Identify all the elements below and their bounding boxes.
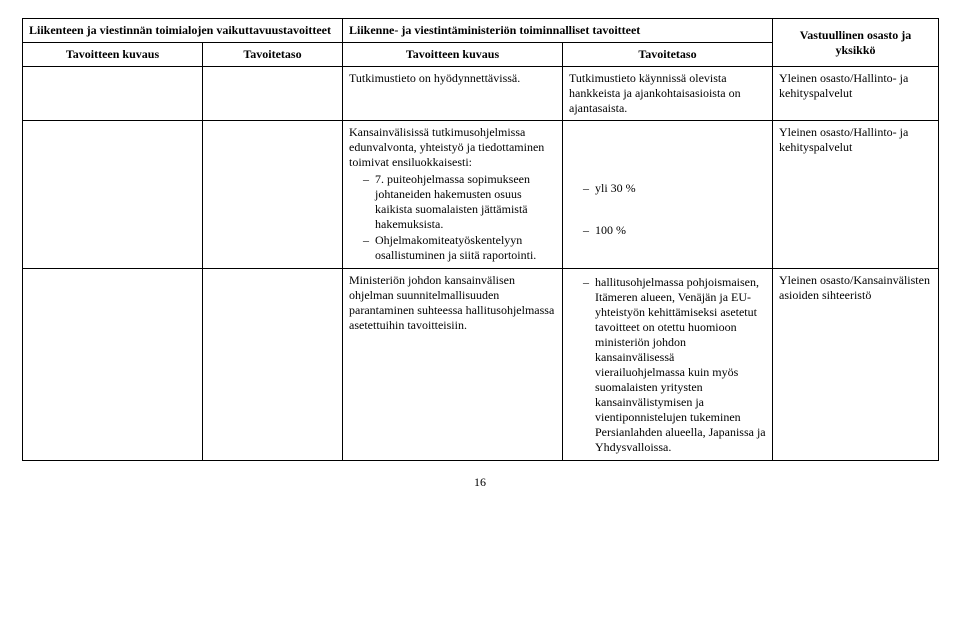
subheader-c4: Tavoitetaso [563, 43, 773, 67]
cell-desc: Kansainvälisissä tutkimusohjelmissa edun… [343, 121, 563, 269]
table-row: Tutkimustieto on hyödynnettävissä. Tutki… [23, 67, 939, 121]
cell-unit: Yleinen osasto/Kansainvälisten asioiden … [773, 269, 939, 461]
subheader-c3: Tavoitteen kuvaus [343, 43, 563, 67]
cell-empty [23, 269, 203, 461]
page-number: 16 [22, 475, 938, 490]
cell-target: hallitusohjelmassa pohjoismaisen, Itämer… [563, 269, 773, 461]
cell-empty [203, 269, 343, 461]
cell-empty [203, 67, 343, 121]
list-item: Ohjelmakomiteatyöskentelyyn osallistumin… [363, 233, 556, 263]
table-row: Ministeriön johdon kansainvälisen ohjelm… [23, 269, 939, 461]
header-mid: Liikenne- ja viestintäministeriön toimin… [343, 19, 773, 43]
cell-empty [203, 121, 343, 269]
cell-empty [23, 121, 203, 269]
bullet-list: hallitusohjelmassa pohjoismaisen, Itämer… [569, 275, 766, 455]
list-item: 100 % [583, 223, 766, 238]
bullet-list: 100 % [569, 223, 766, 238]
subheader-c2: Tavoitetaso [203, 43, 343, 67]
table-row: Kansainvälisissä tutkimusohjelmissa edun… [23, 121, 939, 269]
cell-unit: Yleinen osasto/Hallinto- ja kehityspalve… [773, 121, 939, 269]
header-left: Liikenteen ja viestinnän toimialojen vai… [23, 19, 343, 43]
cell-target: yli 30 % 100 % [563, 121, 773, 269]
cell-unit: Yleinen osasto/Hallinto- ja kehityspalve… [773, 67, 939, 121]
cell-empty [23, 67, 203, 121]
cell-target: Tutkimustieto käynnissä olevista hankkei… [563, 67, 773, 121]
cell-desc: Ministeriön johdon kansainvälisen ohjelm… [343, 269, 563, 461]
cell-intro-text: Kansainvälisissä tutkimusohjelmissa edun… [349, 125, 544, 169]
bullet-list: yli 30 % [569, 181, 766, 196]
list-item: 7. puiteohjelmassa sopimukseen johtaneid… [363, 172, 556, 232]
subheader-c1: Tavoitteen kuvaus [23, 43, 203, 67]
header-right: Vastuullinen osasto ja yksikkö [773, 19, 939, 67]
bullet-list: 7. puiteohjelmassa sopimukseen johtaneid… [349, 172, 556, 263]
header-row-1: Liikenteen ja viestinnän toimialojen vai… [23, 19, 939, 43]
goals-table: Liikenteen ja viestinnän toimialojen vai… [22, 18, 939, 461]
cell-desc: Tutkimustieto on hyödynnettävissä. [343, 67, 563, 121]
list-item: hallitusohjelmassa pohjoismaisen, Itämer… [583, 275, 766, 455]
list-item: yli 30 % [583, 181, 766, 196]
